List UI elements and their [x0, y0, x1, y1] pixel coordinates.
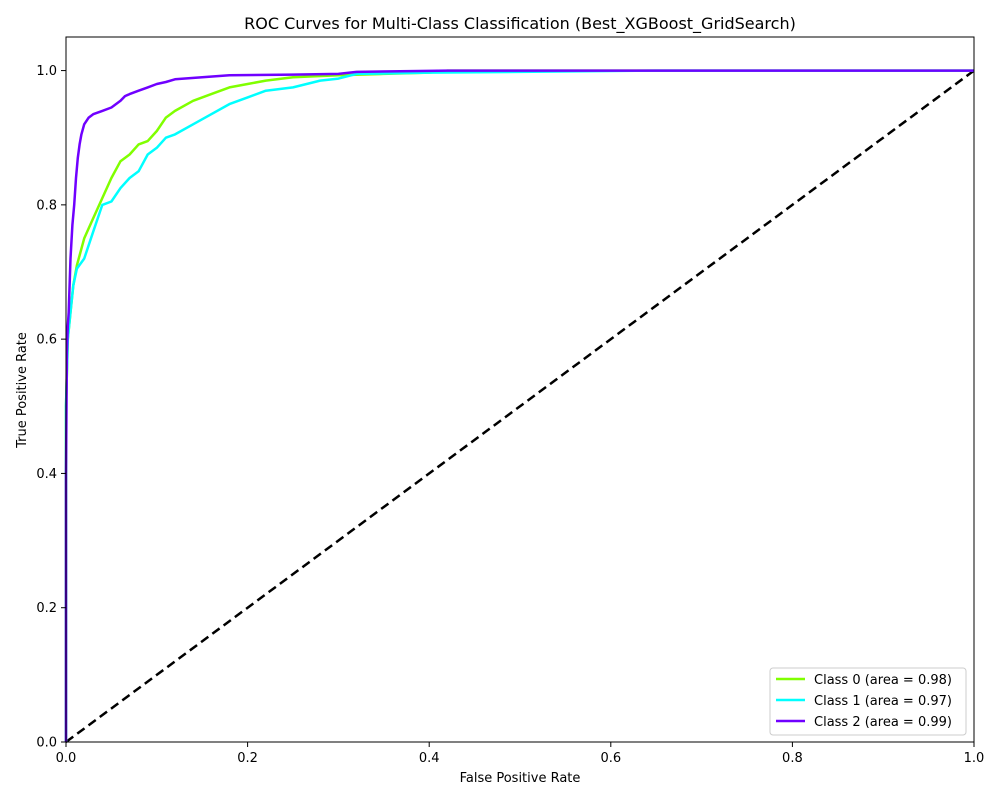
legend-box [769, 667, 967, 736]
x-tick-label: 0.8 [782, 751, 803, 766]
roc-curve-class-2 [64, 69, 974, 742]
plot-area [64, 69, 975, 744]
y-axis: 0.0 0.2 0.4 0.6 0.8 1.0 [36, 64, 66, 751]
y-tick-label: 0.4 [36, 467, 57, 482]
x-tick-label: 1.0 [964, 751, 985, 766]
x-axis: 0.0 0.2 0.4 0.6 0.8 1.0 [56, 742, 985, 766]
y-tick-label: 1.0 [36, 64, 57, 79]
y-tick-label: 0.0 [36, 736, 57, 751]
y-tick-label: 0.8 [36, 198, 57, 213]
diagonal-reference-line [65, 69, 975, 744]
x-axis-title: False Positive Rate [460, 771, 581, 786]
x-tick-label: 0.0 [56, 751, 77, 766]
y-axis-title: True Positive Rate [15, 332, 30, 449]
y-tick-label: 0.2 [36, 601, 57, 616]
legend-label-class-1: Class 1 (area = 0.97) [814, 694, 952, 709]
legend-label-class-0: Class 0 (area = 0.98) [814, 673, 952, 688]
plot-frame [65, 36, 975, 743]
y-tick-label: 0.6 [36, 333, 57, 348]
x-tick-label: 0.2 [237, 751, 258, 766]
x-tick-label: 0.6 [600, 751, 621, 766]
roc-curve-class-1 [64, 69, 974, 742]
chart-title: ROC Curves for Multi-Class Classificatio… [244, 14, 796, 34]
x-tick-label: 0.4 [419, 751, 440, 766]
legend: Class 0 (area = 0.98) Class 1 (area = 0.9… [769, 667, 967, 736]
legend-label-class-2: Class 2 (area = 0.99) [814, 715, 952, 730]
